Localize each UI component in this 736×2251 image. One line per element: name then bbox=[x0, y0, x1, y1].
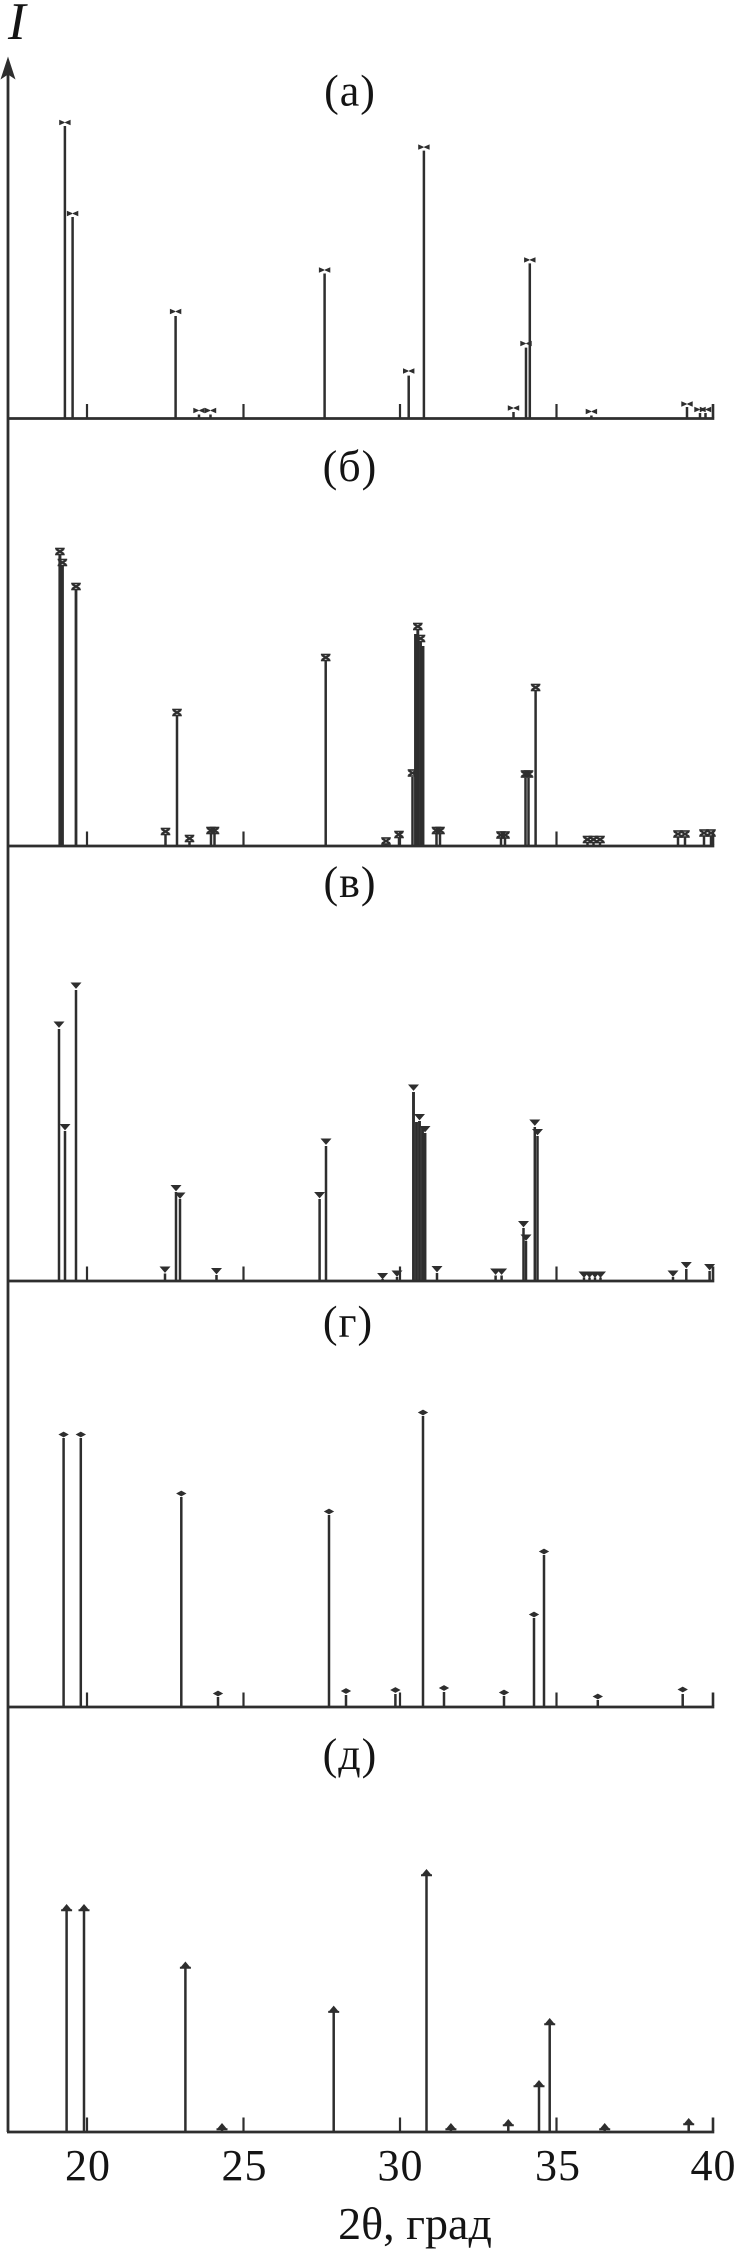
svg-text:(в): (в) bbox=[323, 858, 376, 907]
svg-text:30: 30 bbox=[378, 2141, 424, 2190]
svg-text:(а): (а) bbox=[324, 67, 376, 116]
svg-text:(б): (б) bbox=[323, 442, 378, 491]
svg-text:25: 25 bbox=[222, 2141, 268, 2190]
svg-text:40: 40 bbox=[691, 2141, 736, 2190]
svg-text:(г): (г) bbox=[323, 1298, 373, 1347]
svg-text:(д): (д) bbox=[323, 1730, 378, 1779]
svg-text:20: 20 bbox=[65, 2141, 111, 2190]
svg-text:35: 35 bbox=[535, 2141, 581, 2190]
svg-text:I: I bbox=[7, 0, 28, 51]
svg-text:2θ, град: 2θ, град bbox=[338, 2198, 492, 2249]
